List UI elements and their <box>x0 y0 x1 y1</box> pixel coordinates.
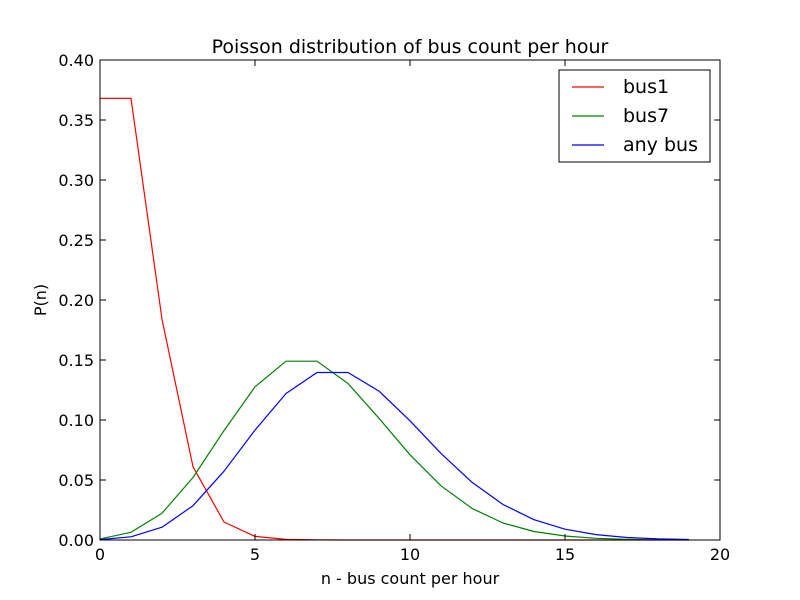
y-tick-label: 0.05 <box>58 471 94 490</box>
chart-title: Poisson distribution of bus count per ho… <box>212 36 609 58</box>
series-line-any-bus <box>99 371 690 541</box>
series-line-bus7 <box>99 360 690 541</box>
legend: bus1 bus7 any bus <box>558 69 711 163</box>
legend-label-any-bus: any bus <box>623 134 698 156</box>
y-axis-label: P(n) <box>31 284 50 316</box>
plot-frame <box>99 59 721 541</box>
x-tick-label: 15 <box>555 545 575 564</box>
legend-label-bus7: bus7 <box>623 105 669 127</box>
y-tick-label: 0.40 <box>58 51 94 70</box>
y-tick-label: 0.15 <box>58 351 94 370</box>
x-axis-label: n - bus count per hour <box>321 569 500 588</box>
x-tick-label: 5 <box>250 545 260 564</box>
x-tick-label: 0 <box>95 545 105 564</box>
y-tick-label: 0.35 <box>58 111 94 130</box>
y-tick-label: 0.20 <box>58 291 94 310</box>
x-tick-label: 20 <box>710 545 730 564</box>
legend-label-bus1: bus1 <box>623 76 669 98</box>
y-tick-label: 0.10 <box>58 411 94 430</box>
y-tick-label: 0.00 <box>58 531 94 550</box>
y-tick-label: 0.30 <box>58 171 94 190</box>
x-tick-label: 10 <box>400 545 420 564</box>
y-tick-label: 0.25 <box>58 231 94 250</box>
